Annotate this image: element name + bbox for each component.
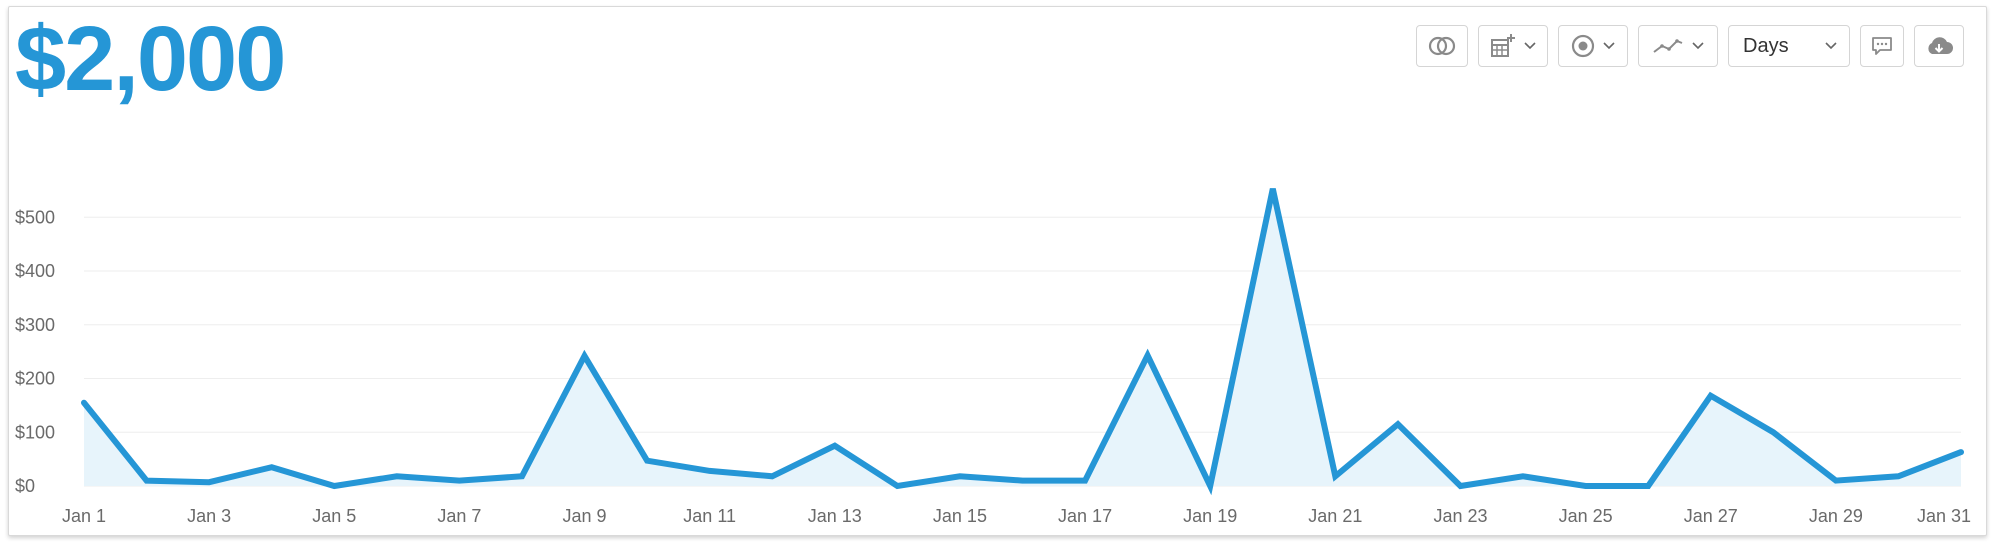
x-tick-label: Jan 19 [1183, 506, 1237, 526]
x-tick-label: Jan 25 [1559, 506, 1613, 526]
y-tick-label: $200 [15, 369, 55, 389]
target-icon [1571, 34, 1595, 58]
annotations-dropdown[interactable] [1478, 25, 1548, 67]
chevron-down-icon [1603, 42, 1615, 50]
chevron-down-icon [1825, 42, 1837, 50]
x-axis-ticks: Jan 1 Jan 3 Jan 5 Jan 7 Jan 9 Jan 11 Jan 13 Jan… [62, 506, 1971, 526]
comment-icon [1872, 37, 1892, 55]
y-tick-label: $400 [15, 261, 55, 281]
x-tick-label: Jan 29 [1809, 506, 1863, 526]
x-tick-label: Jan 27 [1684, 506, 1738, 526]
x-tick-label: Jan 15 [933, 506, 987, 526]
cloud-download-icon [1928, 37, 1953, 54]
time-range-select[interactable]: Days [1728, 25, 1850, 67]
x-tick-label: Jan 5 [312, 506, 356, 526]
x-tick-label: Jan 21 [1308, 506, 1362, 526]
total-value: $2,000 [15, 8, 286, 110]
toolbar: Days [1416, 25, 1964, 67]
chart-style-dropdown[interactable] [1638, 25, 1718, 67]
chevron-down-icon [1524, 42, 1536, 50]
y-tick-label: $0 [15, 476, 35, 496]
comment-button[interactable] [1860, 25, 1904, 67]
revenue-area [84, 188, 1961, 487]
y-axis-ticks: $0 $100 $200 $300 $400 $500 [15, 207, 55, 496]
revenue-line [81, 188, 1964, 496]
compare-button[interactable] [1416, 25, 1468, 67]
chevron-down-icon [1692, 42, 1704, 50]
x-tick-label: Jan 9 [563, 506, 607, 526]
x-tick-label: Jan 11 [683, 506, 736, 526]
x-tick-label: Jan 7 [437, 506, 481, 526]
trend-line-icon [1653, 39, 1683, 53]
x-tick-label: Jan 23 [1433, 506, 1487, 526]
x-tick-label: Jan 17 [1058, 506, 1112, 526]
time-range-value: Days [1743, 34, 1789, 57]
y-tick-label: $300 [15, 315, 55, 335]
chart-card: $2,000 [8, 6, 1987, 536]
compare-icon [1428, 36, 1456, 56]
download-button[interactable] [1914, 25, 1964, 67]
x-tick-label: Jan 31 [1917, 506, 1971, 526]
x-tick-label: Jan 3 [187, 506, 231, 526]
goal-dropdown[interactable] [1558, 25, 1628, 67]
y-tick-label: $500 [15, 207, 55, 227]
x-tick-label: Jan 13 [808, 506, 862, 526]
y-tick-label: $100 [15, 422, 55, 442]
x-tick-label: Jan 1 [62, 506, 106, 526]
calendar-add-icon [1491, 34, 1515, 57]
revenue-chart: $0$100$200$300$400$500 Jan 1 Jan 3 Jan 5 Ja… [15, 188, 1971, 526]
